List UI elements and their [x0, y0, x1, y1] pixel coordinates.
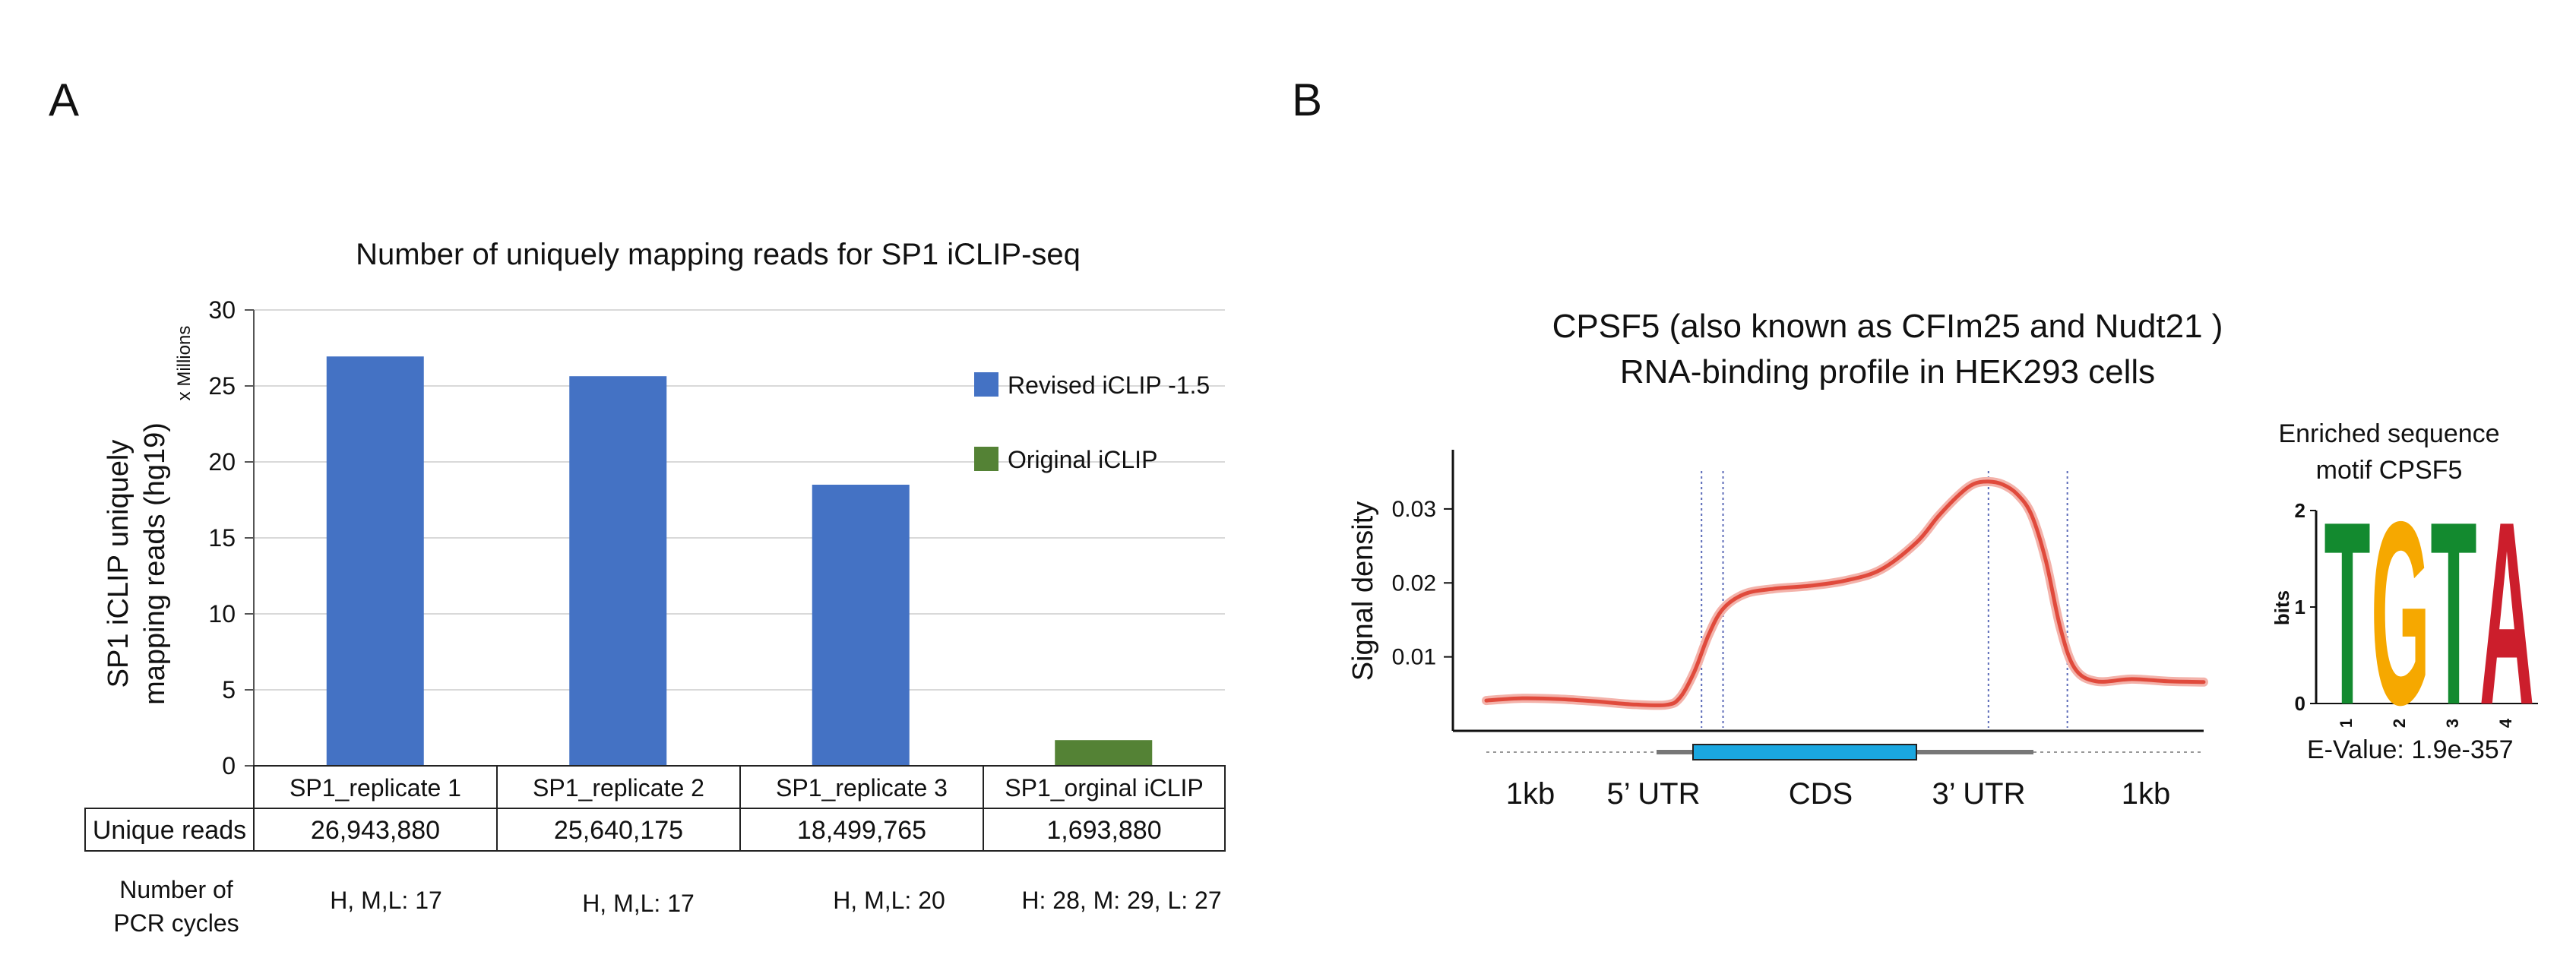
chart-a-title: Number of uniquely mapping reads for SP1…: [356, 238, 1081, 271]
region-label: 5’ UTR: [1607, 777, 1701, 811]
panel-b: CPSF5 (also known as CFIm25 and Nudt21 )…: [1347, 308, 2538, 811]
motif-y-label: bits: [2271, 590, 2293, 625]
y-tick-label: 0: [222, 752, 236, 779]
y-tick-label: 0.01: [1392, 645, 1436, 670]
chart-a-y-label-line1: SP1 iCLIP uniquely: [103, 440, 134, 688]
motif-letter: T: [2324, 467, 2370, 759]
region-label: 3’ UTR: [1932, 777, 2026, 811]
chart-b-region-lines: [1701, 471, 2068, 728]
gene-model: [1486, 744, 2204, 760]
y-tick-label: 0.02: [1392, 571, 1436, 596]
table-col-header: SP1_orginal iCLIP: [1005, 774, 1203, 802]
legend-swatch: [974, 372, 998, 397]
pcr-label-line1: Number of: [119, 876, 233, 903]
table-col-header: SP1_replicate 1: [290, 774, 461, 802]
motif-y-ticks: 0 1 2: [2295, 499, 2316, 715]
pcr-value: H, M,L: 17: [330, 887, 442, 914]
table-row-border: [84, 808, 1226, 852]
pcr-value: H, M,L: 17: [582, 890, 695, 917]
table-cell: 26,943,880: [311, 816, 440, 845]
signal-line: [1484, 479, 2206, 707]
y-tick-label: 30: [208, 296, 236, 324]
chart-b-title-line2: RNA-binding profile in HEK293 cells: [1620, 353, 2155, 390]
y-tick-label: 0.03: [1392, 497, 1436, 522]
pcr-label-line2: PCR cycles: [113, 909, 239, 937]
table-row-label: Unique reads: [93, 816, 246, 845]
motif-position-label: 2: [2390, 719, 2409, 728]
table-cell: 18,499,765: [797, 816, 926, 845]
y-tick-label: 20: [208, 448, 236, 476]
region-label: 1kb: [2122, 777, 2171, 811]
cds-box: [1692, 744, 1917, 760]
table-cell: 1,693,880: [1046, 816, 1161, 845]
motif-evalue: E-Value: 1.9e-357: [2307, 735, 2514, 764]
y-tick-label: 15: [208, 524, 236, 552]
chart-b-y-ticks: 0.01 0.02 0.03: [1392, 497, 1453, 670]
motif-y-tick-label: 0: [2295, 692, 2305, 715]
chart-a-legend: Revised iCLIP -1.5 Original iCLIP: [974, 372, 1210, 473]
legend-swatch: [974, 447, 998, 471]
chart-a-y-label-line2: mapping reads (hg19): [139, 422, 171, 705]
chart-a-y-ticks: 0 5 10 15 20 25 30: [208, 296, 254, 779]
motif-y-tick-label: 2: [2295, 499, 2305, 522]
panel-a: Number of uniquely mapping reads for SP1…: [84, 238, 1226, 937]
y-tick-label: 5: [222, 676, 236, 704]
signal-ribbon: [1482, 476, 2208, 710]
y-tick-label: 25: [208, 372, 236, 400]
motif-position-label: 4: [2496, 718, 2515, 728]
motif-position-label: 3: [2443, 719, 2462, 728]
panel-label-b: B: [1292, 74, 1322, 125]
motif-letter: G: [2371, 467, 2430, 759]
bar: [569, 376, 667, 766]
motif-y-tick-label: 1: [2295, 596, 2305, 618]
chart-a-y-unit: x Millions: [174, 326, 195, 401]
pcr-value: H: 28, M: 29, L: 27: [1021, 887, 1221, 914]
chart-a-bars: [326, 356, 1153, 766]
motif-letter: A: [2479, 467, 2534, 759]
motif-title-line1: Enriched sequence: [2278, 419, 2499, 448]
region-label: CDS: [1789, 777, 1853, 811]
table-col-header: SP1_replicate 3: [776, 774, 948, 802]
motif-positions: 1 2 3 4: [2337, 718, 2515, 728]
bar: [812, 485, 910, 766]
motif-letter: T: [2430, 467, 2476, 759]
chart-b-y-label: Signal density: [1347, 501, 1379, 681]
bar: [326, 356, 424, 766]
motif-title-line2: motif CPSF5: [2316, 456, 2463, 485]
chart-b-line: [1482, 476, 2208, 710]
motif-position-label: 1: [2337, 719, 2356, 728]
chart-b-title-line1: CPSF5 (also known as CFIm25 and Nudt21 ): [1552, 308, 2223, 345]
legend-label: Revised iCLIP -1.5: [1008, 372, 1210, 399]
pcr-value: H, M,L: 20: [833, 887, 945, 914]
region-label: 1kb: [1506, 777, 1555, 811]
table-cell: 25,640,175: [554, 816, 683, 845]
table-col-header: SP1_replicate 2: [533, 774, 704, 802]
sequence-motif: Enriched sequence motif CPSF5 bits 0 1 2 T…: [2271, 419, 2538, 764]
panel-label-a: A: [49, 74, 79, 125]
legend-label: Original iCLIP: [1008, 446, 1157, 473]
bar: [1055, 740, 1153, 766]
reads-table: SP1_replicate 1 SP1_replicate 2 SP1_repl…: [84, 765, 1226, 937]
y-tick-label: 10: [208, 600, 236, 628]
